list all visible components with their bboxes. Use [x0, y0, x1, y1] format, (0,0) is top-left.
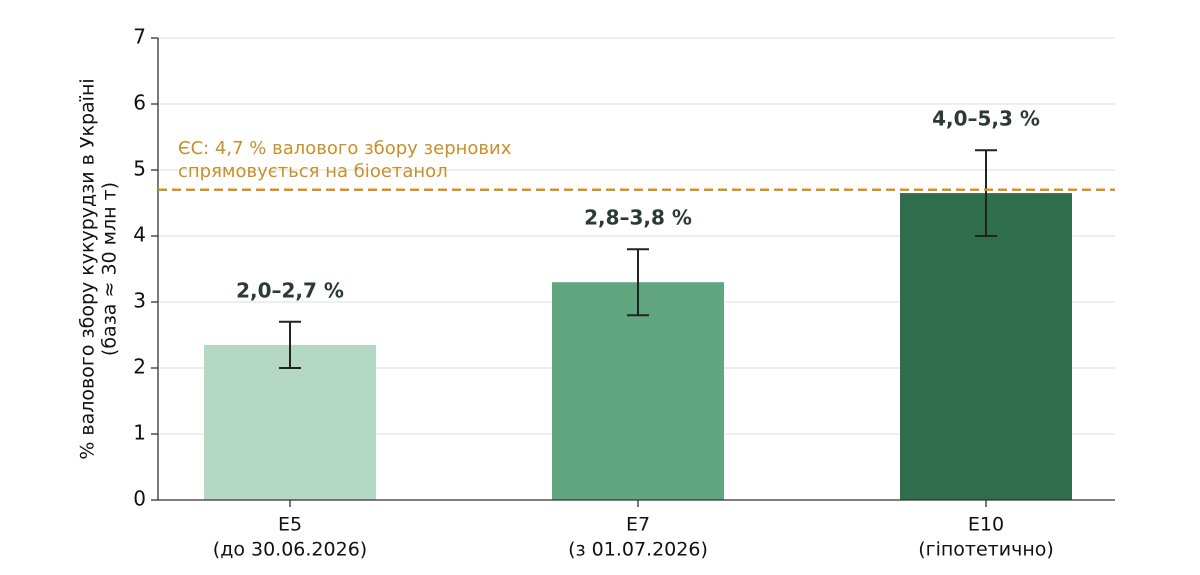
value-label: 4,0–5,3 %	[932, 107, 1040, 131]
bar	[204, 344, 376, 500]
y-axis-label: (база ≈ 30 млн т)	[99, 182, 121, 356]
y-tick-label: 5	[133, 157, 146, 181]
y-axis-label: % валового збору кукурудзи в Україні	[77, 78, 99, 459]
y-tick-label: 2	[133, 355, 146, 379]
x-tick-label: E5	[278, 514, 302, 536]
y-tick-label: 3	[133, 289, 146, 313]
reference-label: ЄС: 4,7 % валового збору зернових	[178, 138, 512, 159]
bar	[552, 282, 724, 500]
x-tick-note: (гіпотетично)	[918, 539, 1054, 561]
value-label: 2,8–3,8 %	[584, 206, 692, 230]
x-tick-label: E10	[968, 514, 1004, 536]
y-tick-label: 6	[133, 91, 146, 115]
bar	[900, 193, 1072, 500]
y-tick-label: 1	[133, 421, 146, 445]
reference-label: спрямовується на біоетанол	[178, 161, 448, 182]
y-tick-label: 7	[133, 25, 146, 49]
y-tick-label: 4	[133, 223, 146, 247]
value-label: 2,0–2,7 %	[236, 278, 344, 302]
y-tick-label: 0	[133, 487, 146, 511]
x-tick-note: (до 30.06.2026)	[213, 539, 367, 561]
x-tick-note: (з 01.07.2026)	[568, 539, 708, 561]
x-tick-label: E7	[626, 514, 650, 536]
